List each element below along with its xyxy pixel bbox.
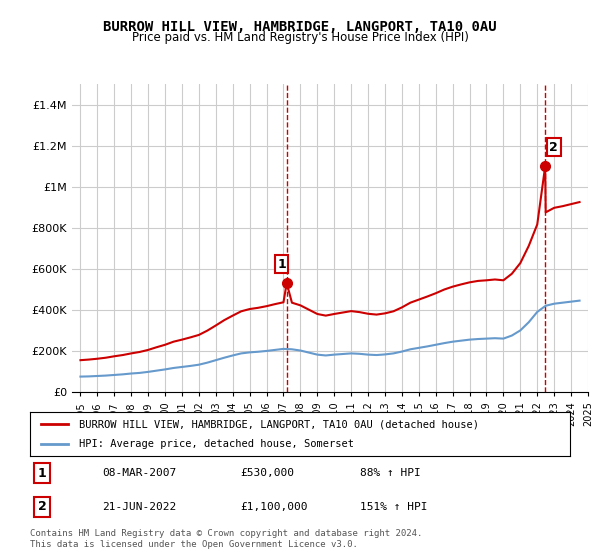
Text: 08-MAR-2007: 08-MAR-2007 [102, 468, 176, 478]
Text: 151% ↑ HPI: 151% ↑ HPI [360, 502, 427, 512]
Text: 2: 2 [38, 500, 46, 514]
Text: 21-JUN-2022: 21-JUN-2022 [102, 502, 176, 512]
Text: £530,000: £530,000 [240, 468, 294, 478]
Text: Price paid vs. HM Land Registry's House Price Index (HPI): Price paid vs. HM Land Registry's House … [131, 31, 469, 44]
Text: £1,100,000: £1,100,000 [240, 502, 308, 512]
Text: BURROW HILL VIEW, HAMBRIDGE, LANGPORT, TA10 0AU: BURROW HILL VIEW, HAMBRIDGE, LANGPORT, T… [103, 20, 497, 34]
Text: 1: 1 [38, 466, 46, 480]
Text: HPI: Average price, detached house, Somerset: HPI: Average price, detached house, Some… [79, 439, 353, 449]
Text: Contains HM Land Registry data © Crown copyright and database right 2024.
This d: Contains HM Land Registry data © Crown c… [30, 529, 422, 549]
Text: 2: 2 [549, 141, 558, 154]
Text: BURROW HILL VIEW, HAMBRIDGE, LANGPORT, TA10 0AU (detached house): BURROW HILL VIEW, HAMBRIDGE, LANGPORT, T… [79, 419, 479, 429]
Text: 88% ↑ HPI: 88% ↑ HPI [360, 468, 421, 478]
Text: 1: 1 [277, 258, 286, 271]
